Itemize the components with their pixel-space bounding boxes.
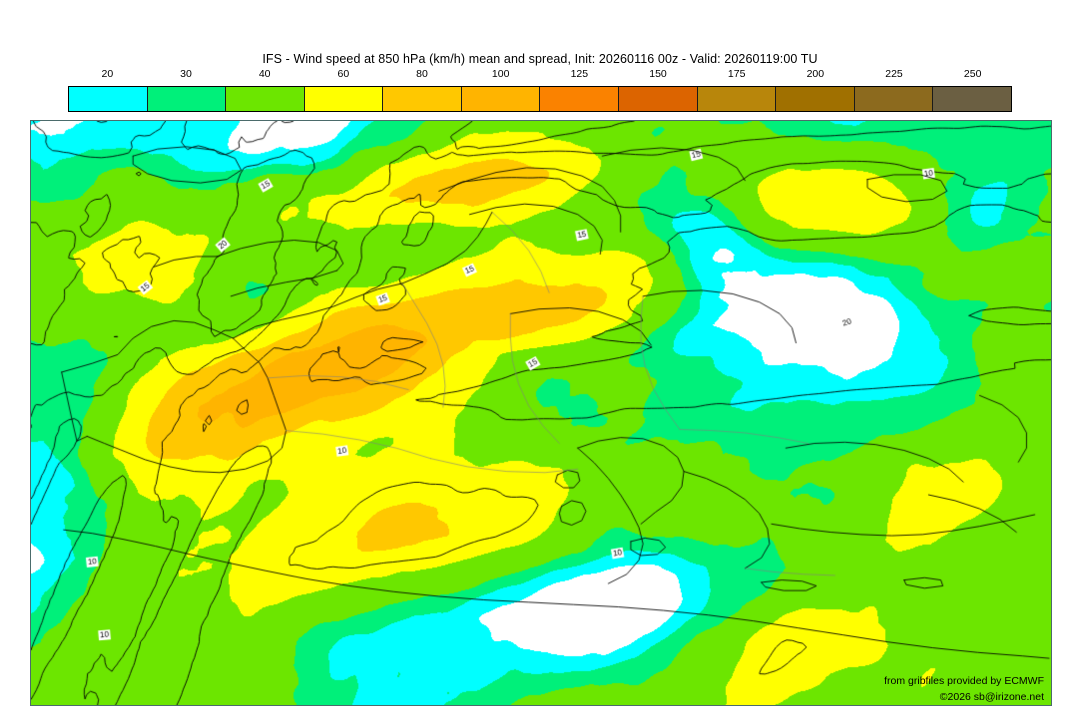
colorbar-swatch-200 xyxy=(776,87,855,111)
credit-copyright: ©2026 sb@irizone.net xyxy=(939,691,1044,703)
colorbar-swatch-80 xyxy=(383,87,462,111)
colorbar-tick-125: 125 xyxy=(570,68,589,80)
colorbar-swatch-175 xyxy=(697,87,777,111)
colorbar-swatch-125 xyxy=(540,87,620,111)
colorbar-swatches xyxy=(68,86,1012,112)
colorbar-tick-60: 60 xyxy=(337,68,350,80)
colorbar-tick-20: 20 xyxy=(101,68,114,80)
colorbar-swatch-250 xyxy=(933,87,1011,111)
colorbar-tick-40: 40 xyxy=(258,68,271,80)
colorbar-swatch-20 xyxy=(69,87,148,111)
colorbar-swatch-100 xyxy=(461,87,541,111)
map-panel[interactable] xyxy=(30,120,1052,706)
credit-source: from gribfiles provided by ECMWF xyxy=(884,675,1044,687)
colorbar-tick-labels: 20 30 40 60 80 100 125 150 175 200 225 250 xyxy=(68,68,1012,84)
colorbar-tick-250: 250 xyxy=(963,68,982,80)
wind-speed-field[interactable] xyxy=(31,121,1051,705)
colorbar-swatch-40 xyxy=(226,87,305,111)
colorbar-tick-150: 150 xyxy=(649,68,667,80)
page-title: IFS - Wind speed at 850 hPa (km/h) mean … xyxy=(262,52,818,66)
colorbar-swatch-225 xyxy=(854,87,934,111)
colorbar-tick-225: 225 xyxy=(885,68,903,80)
colorbar-swatch-30 xyxy=(147,87,227,111)
colorbar-swatch-60 xyxy=(304,87,384,111)
colorbar-tick-200: 200 xyxy=(806,68,825,80)
colorbar-tick-30: 30 xyxy=(180,68,192,80)
colorbar-swatch-150 xyxy=(619,87,698,111)
colorbar-tick-80: 80 xyxy=(416,68,428,80)
colorbar-tick-175: 175 xyxy=(727,68,746,80)
colorbar-tick-100: 100 xyxy=(491,68,510,80)
colorbar: 20 30 40 60 80 100 125 150 175 200 225 250 xyxy=(68,68,1012,112)
